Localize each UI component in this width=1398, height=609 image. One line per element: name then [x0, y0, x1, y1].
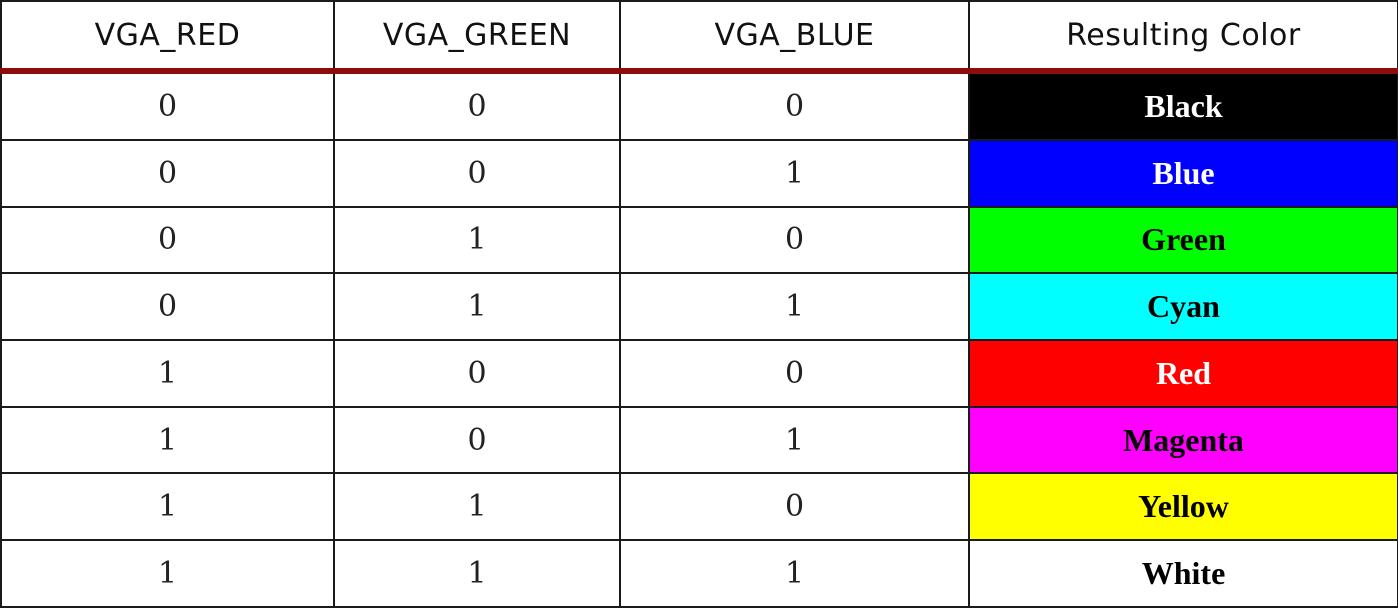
green-value: 1 — [333, 472, 621, 542]
red-value: 0 — [0, 272, 335, 341]
red-value: 1 — [0, 539, 335, 608]
header-resulting-color: Resulting Color — [968, 0, 1398, 74]
green-value: 1 — [333, 539, 621, 608]
blue-value: 1 — [619, 138, 970, 208]
red-value: 0 — [0, 205, 335, 275]
table-row: 0 1 0 Green — [0, 205, 1398, 275]
color-swatch-white: White — [968, 539, 1398, 608]
color-swatch-cyan: Cyan — [968, 272, 1398, 341]
color-swatch-blue: Blue — [968, 138, 1398, 208]
red-value: 1 — [0, 405, 335, 475]
blue-value: 0 — [619, 70, 970, 141]
table-row: 0 0 0 Black — [0, 70, 1398, 141]
table-row: 1 0 0 Red — [0, 338, 1398, 408]
color-swatch-yellow: Yellow — [968, 472, 1398, 542]
header-vga-blue: VGA_BLUE — [619, 0, 970, 74]
green-value: 0 — [333, 138, 621, 208]
table-row: 1 1 0 Yellow — [0, 472, 1398, 542]
red-value: 1 — [0, 338, 335, 408]
table-body: 0 0 0 Black 0 0 1 Blue 0 1 0 Green 0 1 1… — [0, 70, 1398, 608]
red-value: 0 — [0, 70, 335, 141]
green-value: 0 — [333, 70, 621, 141]
green-value: 1 — [333, 272, 621, 341]
header-vga-red: VGA_RED — [0, 0, 335, 74]
blue-value: 0 — [619, 205, 970, 275]
color-swatch-magenta: Magenta — [968, 405, 1398, 475]
red-value: 0 — [0, 138, 335, 208]
color-swatch-black: Black — [968, 70, 1398, 141]
red-value: 1 — [0, 472, 335, 542]
header-row: VGA_RED VGA_GREEN VGA_BLUE Resulting Col… — [0, 0, 1398, 74]
blue-value: 1 — [619, 272, 970, 341]
green-value: 0 — [333, 405, 621, 475]
blue-value: 0 — [619, 472, 970, 542]
blue-value: 1 — [619, 405, 970, 475]
table-row: 0 0 1 Blue — [0, 138, 1398, 208]
green-value: 1 — [333, 205, 621, 275]
header-vga-green: VGA_GREEN — [333, 0, 621, 74]
table-row: 1 1 1 White — [0, 539, 1398, 608]
blue-value: 0 — [619, 338, 970, 408]
color-swatch-green: Green — [968, 205, 1398, 275]
green-value: 0 — [333, 338, 621, 408]
blue-value: 1 — [619, 539, 970, 608]
table-row: 1 0 1 Magenta — [0, 405, 1398, 475]
color-swatch-red: Red — [968, 338, 1398, 408]
table-row: 0 1 1 Cyan — [0, 272, 1398, 341]
